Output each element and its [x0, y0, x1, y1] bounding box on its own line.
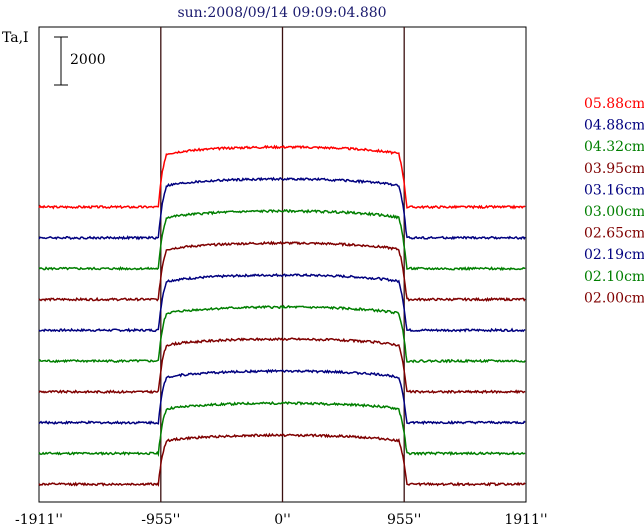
y-axis-label: Ta,I — [2, 30, 29, 46]
series-line-05.88cm — [38, 144, 526, 210]
scale-bar: 2000 — [54, 36, 106, 86]
legend-item-02.19cm: 02.19cm — [584, 247, 644, 263]
legend-item-04.88cm: 04.88cm — [584, 118, 644, 134]
series-line-02.00cm — [38, 432, 526, 487]
series-lines — [38, 144, 526, 487]
legend-item-04.32cm: 04.32cm — [584, 139, 644, 155]
series-line-03.00cm — [38, 304, 526, 364]
legend: 05.88cm 04.88cm 04.32cm 03.95cm 03.16cm 03.00… — [584, 96, 644, 306]
legend-item-03.16cm: 03.16cm — [584, 182, 644, 198]
series-line-03.95cm — [38, 240, 526, 302]
legend-item-03.00cm: 03.00cm — [584, 204, 644, 220]
series-line-02.65cm — [38, 337, 526, 395]
x-tick-labels: -1911'' -955'' 0'' 955'' 1911'' — [15, 512, 548, 528]
x-tick-label-4: 1911'' — [504, 512, 547, 528]
scale-bar-label: 2000 — [70, 52, 106, 68]
legend-item-03.95cm: 03.95cm — [584, 161, 644, 177]
legend-item-05.88cm: 05.88cm — [584, 96, 644, 112]
x-tick-label-2: 0'' — [274, 512, 291, 528]
x-tick-label-3: 955'' — [387, 512, 421, 528]
legend-item-02.10cm: 02.10cm — [584, 269, 644, 285]
series-line-04.88cm — [38, 176, 526, 241]
x-tick-label-1: -955'' — [141, 512, 180, 528]
vertical-markers — [160, 27, 405, 502]
series-line-02.10cm — [38, 400, 526, 457]
series-line-02.19cm — [38, 368, 526, 426]
x-tick-label-0: -1911'' — [15, 512, 63, 528]
legend-item-02.00cm: 02.00cm — [584, 290, 644, 306]
chart-title: sun:2008/09/14 09:09:04.880 — [177, 5, 386, 21]
legend-item-02.65cm: 02.65cm — [584, 226, 644, 242]
series-line-04.32cm — [38, 208, 526, 272]
series-line-03.16cm — [38, 273, 526, 333]
